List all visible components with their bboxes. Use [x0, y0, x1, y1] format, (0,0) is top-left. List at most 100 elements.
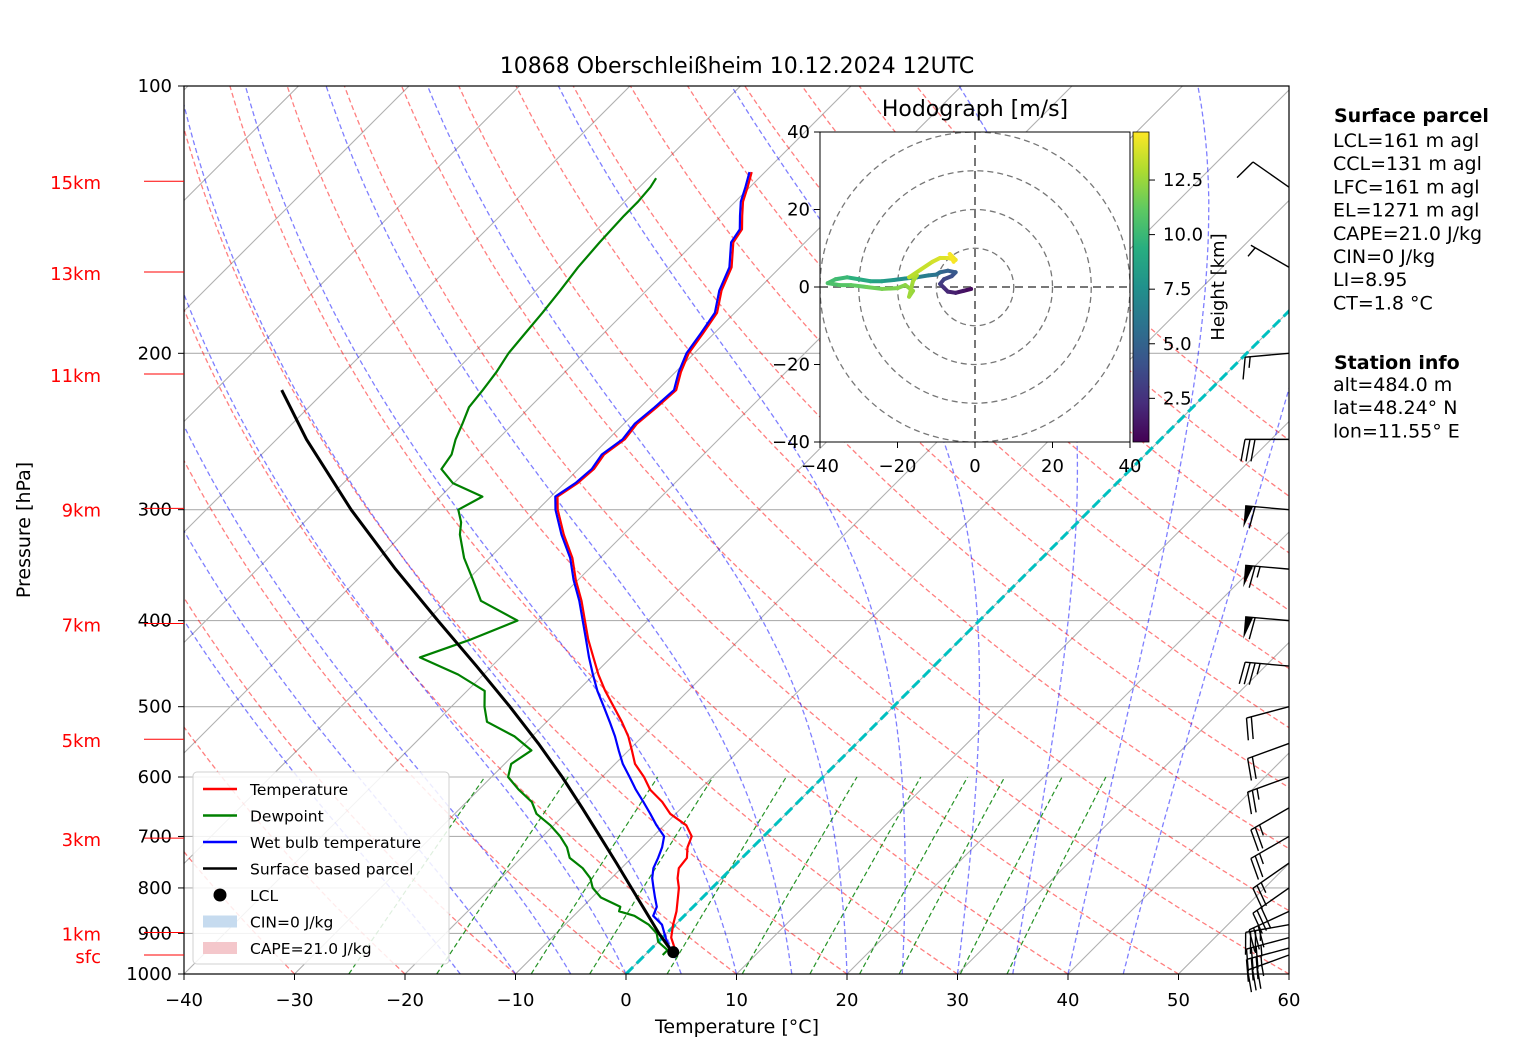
surface-parcel-heading: Surface parcel [1334, 105, 1489, 127]
barb-shaft [1248, 777, 1289, 792]
barb-shaft [1253, 162, 1289, 187]
barb-full [1241, 439, 1245, 461]
legend-label: Temperature [249, 781, 348, 799]
x-axis-label: Temperature [°C] [654, 1016, 819, 1038]
hodograph-x-tick-label: 0 [969, 456, 980, 477]
height-label: 15km [50, 173, 101, 194]
y-tick-label: 100 [138, 76, 172, 97]
x-tick-label: 30 [946, 990, 969, 1011]
colorbar-tick-label: 12.5 [1163, 170, 1203, 191]
wind-barb [1243, 353, 1289, 379]
colorbar-tick-label: 2.5 [1163, 388, 1192, 409]
surface-parcel-line: LI=8.95 [1333, 269, 1407, 291]
y-axis-label: Pressure [hPa] [13, 462, 35, 598]
wind-barb [1251, 836, 1289, 879]
hodograph-y-tick-label: 40 [787, 122, 810, 143]
y-tick-label: 300 [138, 500, 172, 521]
colorbar-label: Height [km] [1208, 233, 1229, 340]
surface-parcel-line: LCL=161 m agl [1333, 130, 1479, 152]
wind-barb [1251, 808, 1289, 851]
surface-parcel-line: CIN=0 J/kg [1333, 246, 1435, 268]
legend-swatch [214, 889, 227, 902]
x-tick-label: 50 [1167, 990, 1190, 1011]
x-tick-label: −40 [165, 990, 203, 1011]
barb-half [1261, 956, 1262, 967]
barb-full [1243, 357, 1245, 379]
hodograph-y-tick-label: −20 [772, 355, 810, 376]
height-label: 9km [62, 500, 101, 521]
hodograph-y-tick-label: 20 [787, 200, 810, 221]
barb-full [1252, 790, 1256, 812]
barb-full [1251, 717, 1253, 739]
x-tick-label: 10 [725, 990, 748, 1011]
surface-parcel-line: CT=1.8 °C [1333, 292, 1433, 314]
height-label: 3km [62, 830, 101, 851]
profile-dewpoint [420, 178, 668, 955]
x-tick-label: −30 [276, 990, 314, 1011]
barb-full [1248, 792, 1252, 814]
hodograph-x-tick-label: 20 [1041, 456, 1064, 477]
hodograph-y-tick-label: −40 [772, 432, 810, 453]
barb-shaft [1246, 707, 1289, 718]
barb-full [1252, 757, 1256, 779]
barb-half [1249, 357, 1250, 368]
mixing-ratio-line [960, 777, 1062, 974]
height-label: 7km [62, 616, 101, 637]
surface-parcel-line: EL=1271 m agl [1333, 200, 1479, 222]
x-tick-label: 20 [836, 990, 859, 1011]
barb-half [1248, 248, 1255, 257]
y-tick-label: 900 [138, 923, 172, 944]
barb-full [1246, 439, 1250, 461]
mixing-ratio-line [437, 777, 569, 974]
barb-shaft [1251, 245, 1289, 267]
surface-parcel-line: CCL=131 m agl [1333, 153, 1482, 175]
hodograph-trace [851, 285, 867, 287]
barb-full [1261, 907, 1270, 927]
hodograph-x-tick-label: −20 [879, 456, 917, 477]
y-tick-label: 600 [138, 767, 172, 788]
hodograph-x-tick-label: −40 [801, 456, 839, 477]
wind-barb [1253, 863, 1289, 909]
colorbar-tick-label: 5.0 [1163, 334, 1192, 355]
mixing-ratio-line [899, 777, 1005, 974]
mixing-ratio-line [810, 777, 921, 974]
x-tick-label: −10 [497, 990, 535, 1011]
barb-half [1257, 789, 1259, 800]
x-tick-label: 0 [620, 990, 631, 1011]
height-label: sfc [75, 947, 101, 968]
y-tick-label: 800 [138, 878, 172, 899]
y-tick-label: 700 [138, 826, 172, 847]
legend-label: CAPE=21.0 J/kg [250, 940, 372, 958]
barb-full [1237, 162, 1253, 178]
station-info-line: lat=48.24° N [1333, 397, 1457, 419]
wind-barb [1239, 662, 1289, 684]
barb-full [1244, 663, 1250, 685]
legend-swatch [203, 942, 237, 954]
height-label: 1km [62, 925, 101, 946]
wind-barb [1248, 245, 1289, 267]
height-label: 13km [50, 264, 101, 285]
y-tick-label: 1000 [126, 964, 172, 985]
height-label: 11km [50, 366, 101, 387]
x-tick-label: −20 [386, 990, 424, 1011]
barb-full [1249, 663, 1255, 685]
surface-parcel-line: LFC=161 m agl [1333, 176, 1480, 198]
lcl-marker [667, 946, 679, 958]
wind-barb [1248, 777, 1289, 814]
hodograph-trace [882, 288, 898, 289]
legend-label: Surface based parcel [250, 861, 413, 879]
legend-swatch [203, 916, 237, 928]
wind-barb [1243, 565, 1289, 587]
colorbar-tick-label: 10.0 [1163, 225, 1203, 246]
legend-label: LCL [250, 887, 278, 905]
profile-temperature [558, 172, 752, 955]
station-info-line: lon=11.55° E [1333, 420, 1460, 442]
x-tick-label: 40 [1057, 990, 1080, 1011]
barb-shaft [1248, 743, 1289, 758]
mixing-ratio-line [590, 777, 713, 974]
